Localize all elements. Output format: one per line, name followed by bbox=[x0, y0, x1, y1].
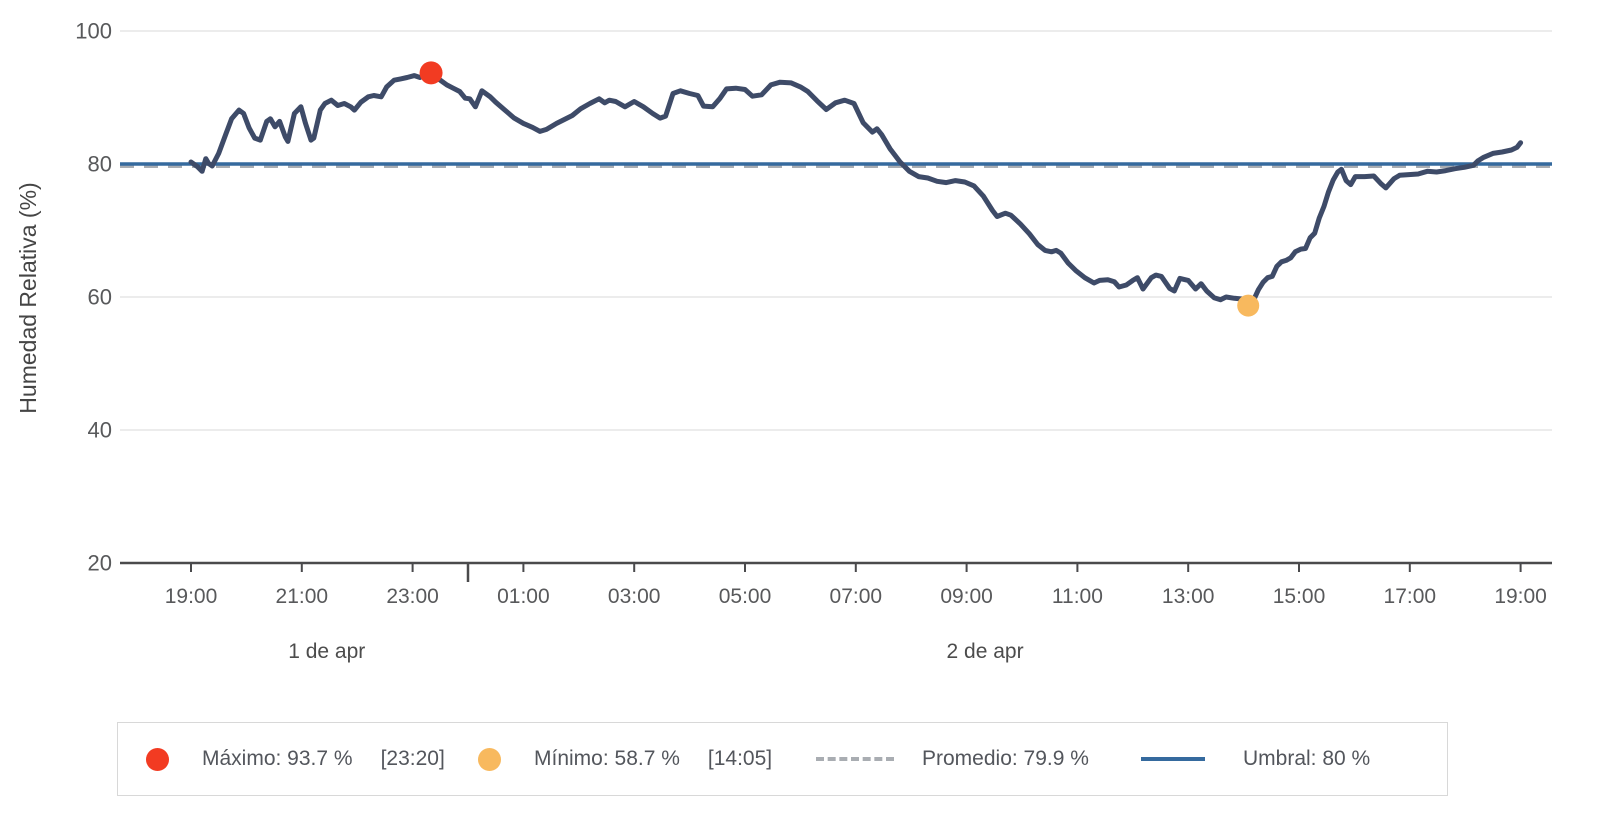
x-tick-label: 15:00 bbox=[1273, 585, 1326, 608]
legend-maximo-time: [23:20] bbox=[380, 747, 445, 770]
max-point-icon bbox=[146, 747, 169, 771]
legend-minimo-label: Mínimo: 58.7 % bbox=[534, 747, 680, 770]
chart-legend: Máximo: 93.7 % [23:20] Mínimo: 58.7 % [1… bbox=[117, 722, 1448, 796]
y-tick-label: 100 bbox=[75, 19, 112, 44]
chart-canvas: 19:00 21:00 23:00 01:00 03:00 05:00 07:00 09:00… bbox=[15, 19, 1552, 663]
legend-minimo-time: [14:05] bbox=[707, 747, 773, 770]
x-tick-label: 19:00 bbox=[1494, 585, 1547, 608]
day-label: 2 de apr bbox=[947, 640, 1024, 663]
y-axis-title: Humedad Relativa (%) bbox=[15, 182, 41, 413]
x-tick-label: 13:00 bbox=[1162, 585, 1215, 608]
x-tick-label: 11:00 bbox=[1052, 585, 1103, 608]
legend-umbral-label: Umbral: 80 % bbox=[1243, 747, 1371, 770]
dashed-line-icon bbox=[816, 757, 894, 761]
y-tick-label: 60 bbox=[88, 285, 112, 310]
legend-promedio-label: Promedio: 79.9 % bbox=[922, 747, 1089, 770]
x-tick-label: 09:00 bbox=[940, 585, 993, 608]
legend-item-umbral[interactable]: Umbral: 80 % bbox=[1141, 723, 1370, 795]
x-tick-label: 03:00 bbox=[608, 585, 661, 608]
min-point-marker bbox=[1237, 294, 1260, 317]
legend-item-minimo[interactable]: Mínimo: 58.7 % [14:05] bbox=[478, 723, 772, 795]
legend-maximo-label: Máximo: 93.7 % bbox=[202, 747, 353, 770]
legend-item-promedio[interactable]: Promedio: 79.9 % bbox=[816, 723, 1089, 795]
y-tick-label: 20 bbox=[88, 551, 112, 576]
x-tick-label: 19:00 bbox=[165, 585, 218, 608]
x-tick-label: 23:00 bbox=[386, 585, 439, 608]
humidity-chart: 19:00 21:00 23:00 01:00 03:00 05:00 07:00 09:00… bbox=[15, 19, 1552, 663]
x-tick-label: 01:00 bbox=[497, 585, 550, 608]
min-point-icon bbox=[478, 747, 501, 771]
x-tick-label: 21:00 bbox=[276, 585, 329, 608]
legend-item-maximo[interactable]: Máximo: 93.7 % [23:20] bbox=[146, 723, 445, 795]
humidity-series-line bbox=[188, 70, 1524, 309]
solid-line-icon bbox=[1141, 757, 1205, 761]
x-tick-label: 17:00 bbox=[1384, 585, 1437, 608]
x-tick-label: 07:00 bbox=[830, 585, 883, 608]
y-tick-label: 80 bbox=[88, 152, 112, 177]
y-tick-label: 40 bbox=[88, 418, 112, 443]
day-label: 1 de apr bbox=[288, 640, 365, 663]
max-point-marker bbox=[419, 61, 443, 85]
x-tick-label: 05:00 bbox=[719, 585, 772, 608]
